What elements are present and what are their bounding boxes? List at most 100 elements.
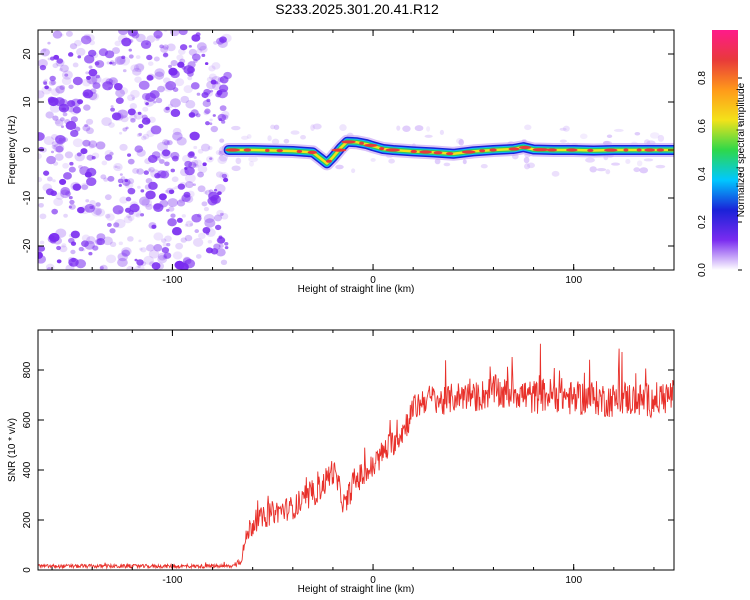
- noise-blob: [174, 185, 179, 190]
- noise-blob: [172, 131, 183, 141]
- noise-blob: [219, 84, 229, 93]
- noise-blob: [77, 55, 82, 59]
- noise-blob: [162, 139, 170, 146]
- noise-blob: [151, 224, 157, 229]
- ridge-hotspot: [410, 149, 417, 154]
- noise-blob: [44, 78, 49, 83]
- noise-blob: [213, 214, 223, 222]
- ridge-hotspot: [364, 143, 378, 148]
- noise-blob: [74, 126, 81, 132]
- faint-blob: [639, 167, 649, 174]
- noise-blob: [148, 249, 160, 259]
- noise-blob: [68, 52, 74, 57]
- noise-blob: [153, 244, 163, 252]
- noise-blob: [192, 183, 196, 187]
- noise-blob: [70, 230, 80, 239]
- noise-blob: [105, 254, 117, 264]
- noise-blob: [219, 172, 229, 181]
- snr-x-label: Height of straight line (km): [298, 584, 415, 595]
- faint-blob: [589, 166, 597, 173]
- spectrogram-x-tick-label: 100: [565, 275, 582, 286]
- noise-blob: [76, 152, 82, 157]
- noise-blob: [77, 206, 85, 214]
- noise-blob: [54, 119, 64, 127]
- faint-blob: [480, 164, 488, 169]
- noise-blob: [161, 238, 167, 243]
- noise-blob: [155, 174, 161, 179]
- noise-blob: [89, 40, 96, 46]
- noise-blob: [121, 178, 131, 186]
- noise-blob: [223, 71, 232, 80]
- noise-blob: [157, 254, 168, 264]
- noise-blob: [172, 251, 183, 260]
- noise-blob: [118, 210, 123, 214]
- noise-blob: [203, 214, 215, 224]
- noise-blob: [170, 30, 180, 37]
- snr-y-ticks: 0 200 400 600 800: [22, 361, 674, 573]
- noise-blob: [215, 150, 222, 156]
- noise-blob: [174, 261, 181, 267]
- noise-blob: [84, 123, 89, 128]
- noise-blob: [136, 168, 144, 175]
- noise-blob: [184, 223, 189, 227]
- noise-blob: [218, 243, 224, 249]
- noise-blob: [53, 197, 64, 207]
- noise-blob: [221, 173, 228, 179]
- noise-blob: [127, 94, 135, 102]
- noise-blob: [74, 39, 82, 47]
- noise-blob: [174, 78, 185, 87]
- noise-blob: [185, 100, 196, 109]
- noise-blob: [150, 125, 162, 135]
- noise-blob: [216, 209, 225, 217]
- noise-blob: [51, 133, 59, 140]
- noise-blob: [140, 247, 147, 253]
- noise-blob: [59, 68, 63, 72]
- faint-blob: [231, 165, 241, 172]
- noise-blob: [119, 143, 128, 151]
- faint-blob: [235, 157, 242, 165]
- noise-blob: [184, 173, 196, 183]
- colorbar-tick-label: 0.8: [697, 71, 708, 85]
- faint-blob: [625, 158, 631, 164]
- noise-blob: [127, 108, 136, 116]
- noise-blob: [106, 213, 115, 221]
- colorbar-tick-label: 0.2: [697, 215, 708, 229]
- ridge-hotspot: [656, 148, 665, 152]
- noise-blob: [55, 145, 64, 153]
- faint-blob: [231, 125, 241, 131]
- noise-blob: [49, 56, 55, 61]
- noise-blob: [178, 48, 186, 55]
- noise-blob: [219, 138, 225, 143]
- noise-blob: [55, 135, 67, 145]
- noise-blob: [161, 149, 171, 157]
- noise-blob: [196, 92, 201, 96]
- noise-blob: [47, 87, 52, 92]
- noise-blob: [176, 54, 184, 61]
- noise-blob: [183, 191, 191, 198]
- noise-blob: [211, 62, 221, 70]
- noise-blob: [149, 90, 160, 99]
- noise-blob: [201, 91, 209, 99]
- spectrogram-y-tick-label: 0: [22, 147, 33, 153]
- noise-blob: [133, 63, 145, 73]
- noise-blob: [114, 55, 126, 65]
- noise-blob: [46, 155, 56, 165]
- noise-blob: [224, 241, 229, 246]
- noise-blob: [129, 203, 140, 213]
- noise-blob: [179, 168, 190, 177]
- noise-blob: [172, 127, 182, 136]
- noise-blob: [187, 76, 193, 81]
- noise-blob: [157, 85, 165, 93]
- noise-blob: [78, 246, 84, 252]
- noise-blob: [110, 105, 114, 108]
- noise-blob: [143, 255, 154, 265]
- noise-blob: [197, 165, 208, 174]
- noise-blob: [189, 223, 194, 227]
- noise-blob: [168, 64, 172, 69]
- noise-blob: [180, 95, 190, 104]
- noise-blob: [113, 163, 123, 172]
- noise-blob: [177, 183, 186, 190]
- noise-blob: [211, 82, 222, 91]
- noise-blob: [38, 90, 45, 99]
- noise-blob: [117, 252, 128, 262]
